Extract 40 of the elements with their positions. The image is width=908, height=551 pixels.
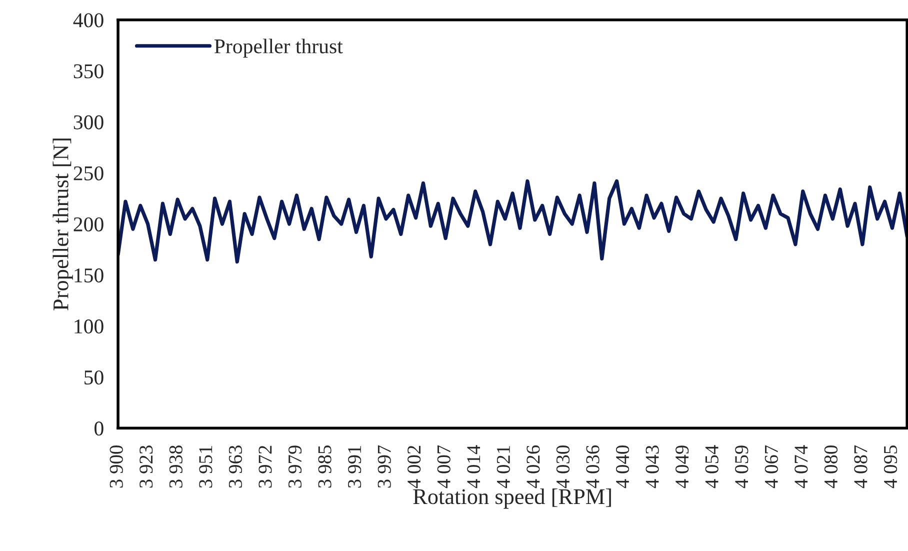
y-tick-label: 400 bbox=[73, 13, 104, 28]
x-tick-label: 4 067 bbox=[764, 445, 778, 488]
x-tick-label: 4 074 bbox=[794, 445, 808, 488]
x-tick-label: 4 095 bbox=[884, 446, 898, 488]
line-series bbox=[118, 179, 908, 264]
x-tick-label: 4 087 bbox=[854, 445, 868, 488]
x-tick-label: 4 002 bbox=[408, 446, 421, 488]
y-tick-label: 200 bbox=[74, 217, 104, 232]
x-tick-label: 3 923 bbox=[140, 446, 153, 488]
x-tick-label: 3 900 bbox=[110, 446, 123, 488]
x-tick-label: 3 979 bbox=[288, 446, 302, 488]
y-tick-label: 250 bbox=[74, 166, 104, 180]
x-tick-label: 4 080 bbox=[824, 446, 838, 488]
x-tick-label: 3 991 bbox=[348, 446, 362, 488]
x-tick-label: 4 021 bbox=[496, 446, 510, 488]
x-tick-label: 4 059 bbox=[735, 446, 748, 488]
y-tick-label: 300 bbox=[74, 115, 104, 130]
y-tick-label: 100 bbox=[74, 319, 104, 334]
y-tick-label: 150 bbox=[74, 268, 104, 282]
x-tick-label: 3 972 bbox=[258, 446, 272, 488]
x-tick-label: 4 036 bbox=[586, 445, 600, 488]
y-tick-label: 50 bbox=[84, 370, 104, 385]
x-tick-label: 3 985 bbox=[318, 446, 332, 488]
x-tick-label: 4 054 bbox=[705, 445, 718, 488]
legend-label: Propeller thrust bbox=[214, 38, 343, 58]
x-tick-label: 3 938 bbox=[169, 446, 182, 488]
x-tick-label: 4 030 bbox=[556, 446, 570, 488]
x-axis-title: Rotation speed [RPM] bbox=[413, 488, 611, 509]
x-tick-label: 4 040 bbox=[616, 446, 630, 488]
x-tick-label: 3 951 bbox=[199, 446, 212, 488]
y-axis-title: Propeller thrust [N] bbox=[52, 138, 73, 310]
x-tick-label: 4 014 bbox=[467, 445, 480, 488]
y-tick-label: 350 bbox=[74, 64, 104, 78]
x-tick-label: 4 049 bbox=[676, 446, 689, 488]
y-tick-label: 0 bbox=[94, 422, 104, 436]
x-tick-label: 3 963 bbox=[228, 446, 242, 488]
x-tick-label: 4 026 bbox=[526, 445, 540, 488]
x-tick-label: 3 997 bbox=[378, 445, 391, 488]
x-tick-label: 4 043 bbox=[646, 446, 659, 488]
x-tick-label: 4 007 bbox=[437, 445, 450, 488]
